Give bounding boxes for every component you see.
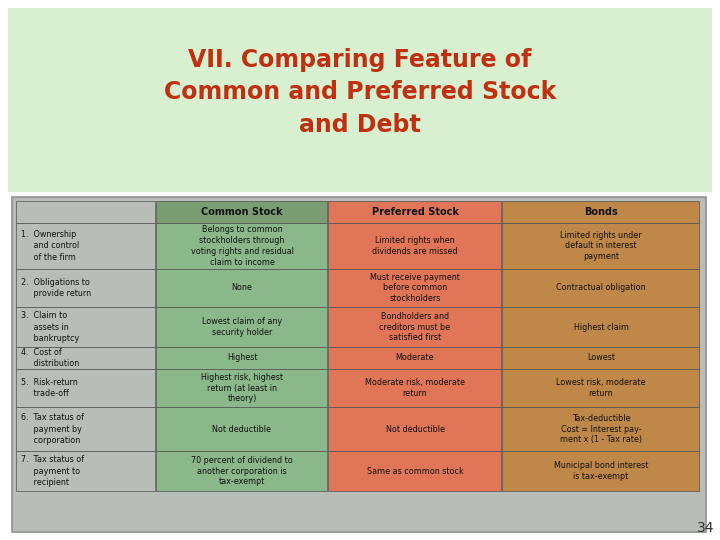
Bar <box>16 269 155 307</box>
Bar <box>328 451 501 491</box>
Text: Common and Preferred Stock: Common and Preferred Stock <box>164 80 556 104</box>
Bar <box>156 369 327 407</box>
Text: VII. Comparing Feature of: VII. Comparing Feature of <box>189 48 531 72</box>
Text: Common Stock: Common Stock <box>201 207 283 217</box>
Bar <box>156 407 327 451</box>
Text: 2.  Obligations to
     provide return: 2. Obligations to provide return <box>21 278 91 298</box>
Bar <box>156 223 327 269</box>
Bar <box>16 407 155 451</box>
Text: Contractual obligation: Contractual obligation <box>556 284 646 293</box>
Bar <box>502 269 699 307</box>
Bar <box>502 451 699 491</box>
Bar <box>16 307 155 347</box>
Bar <box>156 451 327 491</box>
Bar <box>502 223 699 269</box>
Text: and Debt: and Debt <box>299 113 421 137</box>
Bar <box>12 197 706 532</box>
Bar <box>16 347 155 369</box>
Text: Limited rights when
dividends are missed: Limited rights when dividends are missed <box>372 236 458 256</box>
Text: Lowest risk, moderate
return: Lowest risk, moderate return <box>557 378 646 398</box>
Text: Tax-deductible
Cost = Interest pay-
ment x (1 - Tax rate): Tax-deductible Cost = Interest pay- ment… <box>560 414 642 444</box>
Bar <box>502 407 699 451</box>
Bar <box>502 369 699 407</box>
Text: Lowest claim of any
security holder: Lowest claim of any security holder <box>202 317 282 337</box>
Text: 1.  Ownership
     and control
     of the firm: 1. Ownership and control of the firm <box>21 231 79 261</box>
Bar <box>16 201 155 223</box>
Text: Not deductible: Not deductible <box>385 424 444 434</box>
Text: Preferred Stock: Preferred Stock <box>372 207 459 217</box>
Bar <box>328 223 501 269</box>
Text: Moderate risk, moderate
return: Moderate risk, moderate return <box>365 378 465 398</box>
Bar <box>156 201 327 223</box>
Text: 4.  Cost of
     distribution: 4. Cost of distribution <box>21 348 79 368</box>
Text: Municipal bond interest
is tax-exempt: Municipal bond interest is tax-exempt <box>554 461 648 481</box>
Bar <box>16 223 155 269</box>
Bar <box>8 8 712 192</box>
Text: Highest: Highest <box>227 354 257 362</box>
Text: Moderate: Moderate <box>396 354 434 362</box>
Text: Not deductible: Not deductible <box>212 424 271 434</box>
Text: Highest risk, highest
return (at least in
theory): Highest risk, highest return (at least i… <box>201 373 283 403</box>
Bar <box>156 269 327 307</box>
Text: Must receive payment
before common
stockholders: Must receive payment before common stock… <box>370 273 460 303</box>
Text: 6.  Tax status of
     payment by
     corporation: 6. Tax status of payment by corporation <box>21 414 84 444</box>
Text: Bonds: Bonds <box>584 207 618 217</box>
Text: Highest claim: Highest claim <box>574 322 629 332</box>
Bar <box>328 201 501 223</box>
Bar <box>156 307 327 347</box>
Bar <box>328 369 501 407</box>
Bar <box>328 307 501 347</box>
Text: Lowest: Lowest <box>587 354 615 362</box>
Bar <box>328 347 501 369</box>
Bar <box>502 347 699 369</box>
Bar <box>502 307 699 347</box>
Text: Bondholders and
creditors must be
satisfied first: Bondholders and creditors must be satisf… <box>379 312 451 342</box>
Text: 5.  Risk-return
     trade-off: 5. Risk-return trade-off <box>21 378 78 398</box>
Text: Limited rights under
default in interest
payment: Limited rights under default in interest… <box>560 231 642 261</box>
Bar <box>328 407 501 451</box>
Text: Same as common stock: Same as common stock <box>366 467 464 476</box>
Bar <box>502 201 699 223</box>
Text: None: None <box>232 284 253 293</box>
Text: 34: 34 <box>696 521 714 535</box>
Bar <box>328 269 501 307</box>
Text: 7.  Tax status of
     payment to
     recipient: 7. Tax status of payment to recipient <box>21 455 84 487</box>
Text: 3.  Claim to
     assets in
     bankruptcy: 3. Claim to assets in bankruptcy <box>21 312 79 342</box>
Text: 70 percent of dividend to
another corporation is
tax-exempt: 70 percent of dividend to another corpor… <box>191 456 293 486</box>
Bar <box>156 347 327 369</box>
Bar <box>16 451 155 491</box>
Text: Belongs to common
stockholders through
voting rights and residual
claim to incom: Belongs to common stockholders through v… <box>191 225 294 267</box>
Bar <box>16 369 155 407</box>
